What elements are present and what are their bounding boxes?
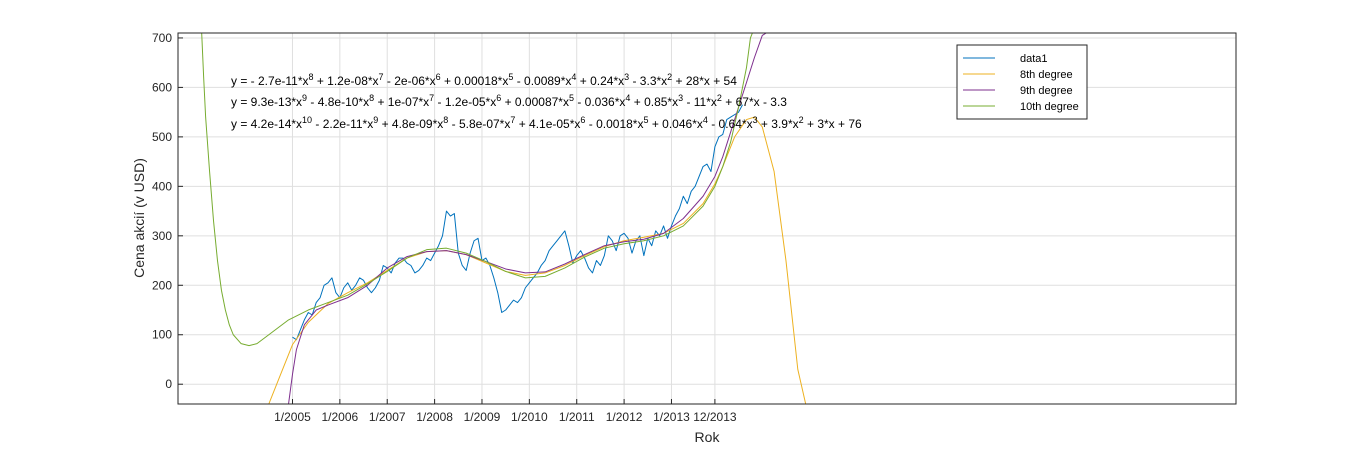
x-tick-label: 1/2013 xyxy=(653,410,690,424)
equation-annotation: y = 9.3e-13*x9 - 4.8e-10*x8 + 1e-07*x7 -… xyxy=(231,93,787,109)
y-tick-label: 500 xyxy=(152,130,172,144)
x-tick-label: 1/2008 xyxy=(416,410,453,424)
legend-label: 8th degree xyxy=(1020,69,1073,81)
x-tick-label: 1/2006 xyxy=(322,410,359,424)
y-tick-label: 400 xyxy=(152,179,172,193)
y-axis-ticks: 0 100 200 300 400 500 600 700 xyxy=(152,31,183,391)
equation-annotation: y = - 2.7e-11*x8 + 1.2e-08*x7 - 2e-06*x6… xyxy=(231,72,737,88)
x-axis-ticks: 1/2005 1/2006 1/2007 1/2008 1/2009 1/2010 1/20… xyxy=(274,399,737,424)
series-line-8th-degree xyxy=(268,116,807,404)
equation-annotations: y = - 2.7e-11*x8 + 1.2e-08*x7 - 2e-06*x6… xyxy=(231,72,862,131)
equation-annotation: y = 4.2e-14*x10 - 2.2e-11*x9 + 4.8e-09*x… xyxy=(231,115,862,131)
y-tick-label: 700 xyxy=(152,31,172,45)
series-line-data1 xyxy=(292,104,743,341)
series-line-9th-degree xyxy=(288,33,767,404)
series-lines xyxy=(201,33,807,404)
plot-frame xyxy=(177,32,1237,405)
x-tick-label: 12/2013 xyxy=(693,410,737,424)
y-tick-label: 600 xyxy=(152,80,172,94)
legend-box xyxy=(956,44,1088,120)
y-axis-label: Cena akcií (v USD) xyxy=(131,158,147,278)
y-tick-label: 200 xyxy=(152,278,172,292)
legend-label: 9th degree xyxy=(1020,85,1073,97)
x-axis-label: Rok xyxy=(695,429,721,445)
x-tick-label: 1/2005 xyxy=(274,410,311,424)
legend-label: data1 xyxy=(1020,53,1048,65)
y-tick-label: 0 xyxy=(165,377,172,391)
x-tick-label: 1/2007 xyxy=(369,410,406,424)
x-tick-label: 1/2012 xyxy=(606,410,643,424)
y-tick-label: 300 xyxy=(152,229,172,243)
y-tick-label: 100 xyxy=(152,328,172,342)
legend-label: 10th degree xyxy=(1020,101,1079,113)
series-line-10th-degree xyxy=(201,33,753,347)
x-tick-label: 1/2009 xyxy=(464,410,501,424)
grid-lines xyxy=(178,33,1236,404)
x-tick-label: 1/2011 xyxy=(559,410,595,424)
x-tick-label: 1/2010 xyxy=(511,410,548,424)
legend: data1 8th degree 9th degree 10th degree xyxy=(956,44,1088,120)
